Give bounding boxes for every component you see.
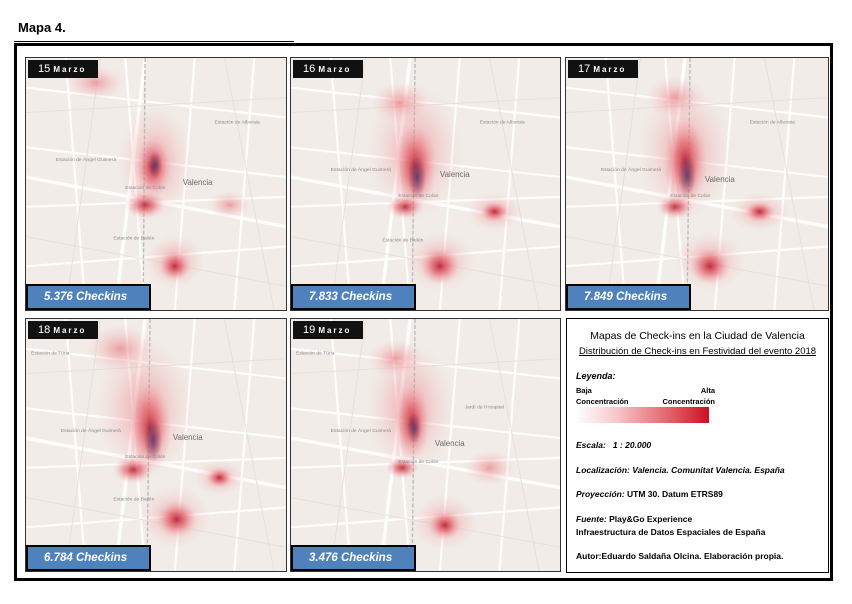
date-badge: 17 Marzo bbox=[568, 60, 639, 78]
date-badge: 16 Marzo bbox=[293, 60, 364, 78]
legend-author: Autor:Eduardo Saldaña Olcina. Elaboració… bbox=[576, 551, 784, 561]
map-label-city: Valencia bbox=[435, 439, 465, 448]
location-value: Valencia. Comunitat Valencia. España bbox=[632, 465, 785, 475]
legend-source-2: Infraestructura de Datos Espaciales de E… bbox=[576, 527, 766, 537]
map-label-station: Estación de Alboraia bbox=[480, 119, 525, 125]
map-label-station: Estación de Alboraia bbox=[215, 119, 260, 125]
legend-high-line2: Concentración bbox=[662, 397, 715, 406]
map-label-station: Estación de Colón bbox=[125, 185, 165, 191]
checkins-badge: 6.784 Checkins bbox=[26, 545, 152, 571]
checkins-badge: 3.476 Checkins bbox=[291, 545, 417, 571]
projection-label: Proyección: bbox=[576, 489, 625, 499]
map-label-city: Valencia bbox=[440, 170, 470, 179]
map-base: Valencia Estación de Túria Estación de À… bbox=[26, 319, 286, 571]
source-label: Fuente: bbox=[576, 514, 607, 524]
map-base: Valencia Estación de Alboraia Estación d… bbox=[291, 58, 560, 310]
page-title: Mapa 4. bbox=[18, 20, 66, 35]
map-label-station: Estación de Colón bbox=[125, 454, 165, 460]
checkins-badge: 7.833 Checkins bbox=[291, 284, 417, 310]
legend-scale: Escala: 1 : 20.000 bbox=[576, 440, 651, 450]
map-label-station: Estación de Àngel Guimerà bbox=[61, 427, 122, 434]
date-month: Marzo bbox=[318, 65, 352, 74]
map-label-station: Estación de Àngel Guimerà bbox=[56, 156, 117, 163]
date-day: 15 bbox=[38, 63, 51, 75]
date-day: 16 bbox=[303, 63, 316, 75]
date-day: 17 bbox=[578, 63, 591, 75]
legend-panel: Mapas de Check-ins en la Ciudad de Valen… bbox=[566, 318, 829, 573]
legend-source: Fuente: Play&Go Experience bbox=[576, 514, 692, 524]
map-label-station: Estación de Túria bbox=[296, 351, 335, 357]
map-label-city: Valencia bbox=[705, 175, 735, 184]
map-base: Valencia Estación de Alboraia Estación d… bbox=[26, 58, 286, 310]
date-month: Marzo bbox=[53, 65, 87, 74]
map-base: Valencia Estación de Túria Estación de À… bbox=[291, 319, 560, 571]
map-label-station: Estación de Àngel Guimerà bbox=[331, 166, 392, 173]
location-label: Localización: bbox=[576, 465, 630, 475]
map-label-station: Estación de Bailén bbox=[382, 238, 423, 244]
map-label-station: Estación de Colón bbox=[398, 459, 438, 465]
map-label-station: Estación de Bailén bbox=[113, 497, 154, 503]
map-panel-19-marzo: Valencia Estación de Túria Estación de À… bbox=[290, 318, 561, 572]
date-day: 18 bbox=[38, 324, 51, 336]
legend-label: Leyenda: bbox=[576, 371, 616, 381]
map-label-station: Estación de Bailén bbox=[113, 236, 154, 242]
date-badge: 18 Marzo bbox=[28, 321, 99, 339]
map-label-city: Valencia bbox=[173, 433, 203, 442]
map-panel-17-marzo: Valencia Estación de Alboraia Estación d… bbox=[565, 57, 829, 311]
legend-high-label: Alta Concentración bbox=[661, 385, 715, 407]
checkins-badge: 5.376 Checkins bbox=[26, 284, 152, 310]
map-label-station: Estación de Túria bbox=[31, 351, 70, 357]
map-label-station: Estación de Colón bbox=[398, 193, 438, 199]
legend-low-line1: Baja bbox=[576, 386, 592, 395]
date-month: Marzo bbox=[53, 326, 87, 335]
date-month: Marzo bbox=[593, 65, 627, 74]
date-month: Marzo bbox=[318, 326, 352, 335]
date-badge: 19 Marzo bbox=[293, 321, 364, 339]
date-badge: 15 Marzo bbox=[28, 60, 99, 78]
legend-projection: Proyección: UTM 30. Datum ETRS89 bbox=[576, 489, 723, 499]
scale-value: 1 : 20.000 bbox=[612, 440, 652, 450]
map-label-station: Estación de Colón bbox=[670, 193, 710, 199]
projection-value: UTM 30. Datum ETRS89 bbox=[627, 489, 723, 499]
legend-subtitle: Distribución de Check-ins en Festividad … bbox=[578, 346, 817, 357]
map-panel-16-marzo: Valencia Estación de Alboraia Estación d… bbox=[290, 57, 561, 311]
map-label-station: Estación de Àngel Guimerà bbox=[601, 166, 662, 173]
date-day: 19 bbox=[303, 324, 316, 336]
map-label-station: Estación de Alboraia bbox=[750, 119, 795, 125]
map-panel-18-marzo: Valencia Estación de Túria Estación de À… bbox=[25, 318, 287, 572]
legend-color-ramp bbox=[576, 407, 709, 423]
source-value: Play&Go Experience bbox=[609, 514, 693, 524]
scale-label: Escala: bbox=[576, 440, 606, 450]
legend-title: Mapas de Check-ins en la Ciudad de Valen… bbox=[590, 330, 805, 342]
map-label-station: Estación de Àngel Guimerà bbox=[331, 427, 392, 434]
title-underline bbox=[14, 41, 294, 42]
legend-location: Localización: Valencia. Comunitat Valenc… bbox=[576, 465, 785, 475]
legend-low-line2: Concentración bbox=[576, 397, 629, 406]
legend-high-line1: Alta bbox=[700, 386, 715, 395]
map-label-city: Valencia bbox=[183, 178, 213, 187]
map-panel-15-marzo: Valencia Estación de Alboraia Estación d… bbox=[25, 57, 287, 311]
map-base: Valencia Estación de Alboraia Estación d… bbox=[566, 58, 828, 310]
map-label-station: Jardí de l'Hospital bbox=[465, 404, 504, 410]
legend-low-label: Baja Concentración bbox=[576, 385, 629, 407]
checkins-badge: 7.849 Checkins bbox=[566, 284, 692, 310]
